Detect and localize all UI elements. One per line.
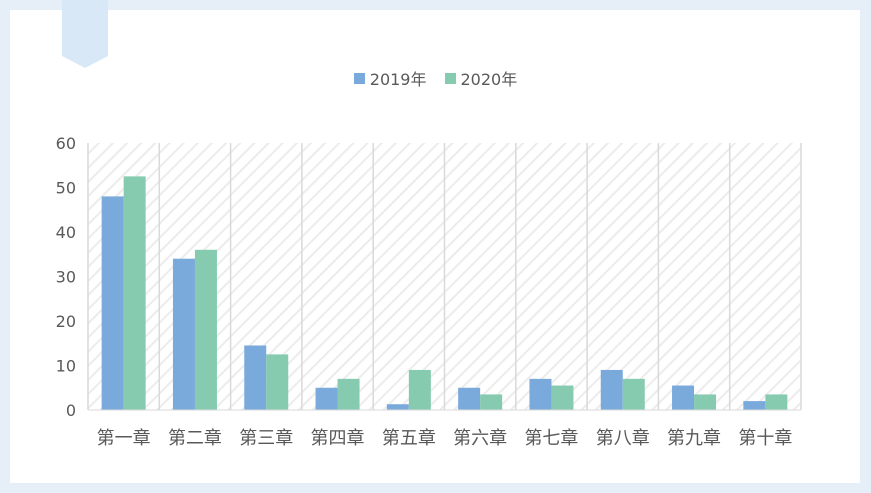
corner-ribbon-decoration xyxy=(62,0,108,68)
y-tick-label: 20 xyxy=(56,312,76,331)
bar-2019-8 xyxy=(600,369,623,410)
legend-item-2019: 2019年 xyxy=(353,66,427,90)
x-tick-label: 第一章 xyxy=(97,428,151,449)
y-tick-label: 50 xyxy=(56,179,76,198)
legend-label-2019: 2019年 xyxy=(369,70,427,89)
legend: 2019年 2020年 xyxy=(0,66,871,90)
x-tick-label: 第六章 xyxy=(453,428,507,449)
bar-2020-7 xyxy=(551,385,574,410)
y-tick-label: 40 xyxy=(56,223,76,242)
x-tick-label: 第三章 xyxy=(239,428,293,449)
legend-swatch-2019 xyxy=(353,72,365,84)
bar-2020-3 xyxy=(266,354,289,410)
bar-2020-2 xyxy=(194,249,217,410)
x-tick-label: 第二章 xyxy=(168,428,222,449)
legend-label-2020: 2020年 xyxy=(460,70,518,89)
bar-2019-5 xyxy=(386,404,409,410)
bar-2020-5 xyxy=(408,369,431,410)
x-tick-label: 第九章 xyxy=(667,428,721,449)
bar-2019-7 xyxy=(529,378,552,410)
y-tick-label: 30 xyxy=(56,268,76,287)
y-tick-label: 0 xyxy=(66,401,76,420)
bar-2019-2 xyxy=(172,258,195,410)
legend-swatch-2020 xyxy=(444,72,456,84)
bar-2019-10 xyxy=(743,401,766,410)
legend-item-2020: 2020年 xyxy=(444,66,518,90)
y-tick-label: 60 xyxy=(56,134,76,153)
y-tick-label: 10 xyxy=(56,357,76,376)
bar-2019-1 xyxy=(101,196,124,410)
bar-2019-3 xyxy=(244,345,267,410)
bar-2019-9 xyxy=(672,385,695,410)
bar-2019-4 xyxy=(315,387,338,410)
x-tick-label: 第八章 xyxy=(596,428,650,449)
bar-2020-6 xyxy=(480,394,503,410)
bar-2020-10 xyxy=(765,394,788,410)
x-tick-label: 第五章 xyxy=(382,428,436,449)
bar-2020-9 xyxy=(694,394,717,410)
bar-2020-8 xyxy=(622,378,645,410)
bar-2020-1 xyxy=(123,176,146,410)
bar-2019-6 xyxy=(458,387,481,410)
x-tick-label: 第十章 xyxy=(738,428,792,449)
x-tick-label: 第四章 xyxy=(311,428,365,449)
bar-2020-4 xyxy=(337,378,360,410)
x-tick-label: 第七章 xyxy=(524,428,578,449)
